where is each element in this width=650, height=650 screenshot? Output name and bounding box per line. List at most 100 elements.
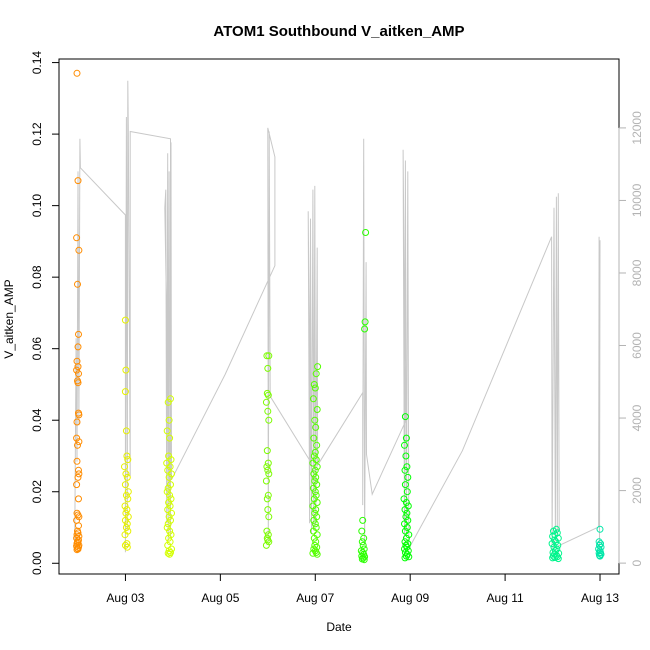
data-point <box>73 534 81 542</box>
x-axis: Aug 03 Aug 05 Aug 07 Aug 09 Aug 11 Aug 13 <box>106 573 619 605</box>
data-point <box>311 384 319 392</box>
data-point <box>122 524 130 531</box>
data-point <box>74 177 82 185</box>
data-point <box>164 549 172 557</box>
data-point <box>265 538 273 546</box>
data-point <box>311 416 319 424</box>
data-point <box>311 520 319 528</box>
data-point <box>401 545 408 553</box>
data-point <box>262 398 270 406</box>
data-point <box>309 459 317 467</box>
data-point <box>264 506 272 514</box>
data-point <box>404 516 412 524</box>
x-axis-label: Date <box>326 620 352 634</box>
data-points <box>73 69 605 564</box>
data-point <box>75 370 82 378</box>
data-point <box>165 513 173 521</box>
data-point <box>263 463 271 471</box>
data-point <box>596 525 604 533</box>
data-point <box>310 516 318 524</box>
data-point <box>358 552 366 560</box>
data-point <box>264 407 272 415</box>
data-point <box>358 527 366 535</box>
data-point <box>167 456 175 464</box>
data-point <box>73 546 81 554</box>
data-point <box>123 520 131 528</box>
data-point <box>165 416 173 424</box>
data-point <box>555 549 563 557</box>
data-point <box>73 234 81 242</box>
data-point <box>312 506 320 514</box>
y-right-tick-label: 8000 <box>630 259 644 286</box>
data-point <box>73 434 81 442</box>
data-point <box>310 545 318 553</box>
data-point <box>361 325 369 333</box>
x-tick-label: Aug 03 <box>106 591 144 605</box>
data-point <box>401 554 409 562</box>
x-tick-label: Aug 05 <box>201 591 239 605</box>
data-point <box>361 318 369 326</box>
data-point <box>164 520 172 528</box>
data-point <box>165 452 173 460</box>
data-point <box>73 418 81 426</box>
data-point <box>74 473 82 481</box>
data-point <box>402 499 410 506</box>
data-point <box>262 541 270 549</box>
data-point <box>400 495 408 503</box>
data-point <box>75 330 82 338</box>
data-point <box>122 427 130 435</box>
data-point <box>262 477 270 485</box>
data-point <box>124 488 132 496</box>
data-point <box>401 481 409 489</box>
data-point <box>167 495 175 503</box>
data-point <box>123 473 131 481</box>
data-point <box>313 550 321 558</box>
data-point <box>313 441 321 449</box>
y-right-tick-label: 4000 <box>630 404 644 431</box>
data-point <box>121 388 129 396</box>
data-point <box>166 527 174 535</box>
data-point <box>311 509 319 517</box>
data-point <box>168 470 175 478</box>
data-point <box>165 499 173 506</box>
data-point <box>360 534 368 542</box>
data-point <box>166 463 174 471</box>
data-point <box>121 516 129 524</box>
data-point <box>360 556 368 564</box>
series-6 <box>400 413 413 562</box>
y-tick-label: 0.02 <box>30 480 44 504</box>
data-point <box>313 499 321 506</box>
data-point <box>75 495 82 503</box>
y-tick-label: 0.04 <box>30 408 44 432</box>
data-point <box>163 524 171 531</box>
data-point <box>75 466 82 474</box>
data-point <box>73 481 81 489</box>
data-point <box>310 434 318 442</box>
y-right-tick-label: 6000 <box>630 332 644 359</box>
data-point <box>551 536 558 544</box>
y-tick-label: 0.06 <box>30 337 44 361</box>
data-point <box>357 547 365 555</box>
data-point <box>166 491 174 499</box>
y-axis-left: 0.00 0.02 0.04 0.06 0.08 0.10 0.12 0.14 <box>30 51 60 575</box>
overlay-trace <box>74 80 601 553</box>
data-point <box>121 541 129 549</box>
data-point <box>310 534 318 542</box>
x-tick-label: Aug 13 <box>581 591 619 605</box>
data-point <box>263 447 271 455</box>
series-2 <box>163 395 175 558</box>
data-point <box>166 434 174 442</box>
data-point <box>550 527 557 535</box>
data-point <box>123 543 131 551</box>
series-8 <box>595 525 605 560</box>
y-right-tick-label: 0 <box>630 559 644 566</box>
data-point <box>309 527 317 535</box>
data-point <box>264 491 272 499</box>
data-point <box>265 416 273 424</box>
data-point <box>263 495 271 503</box>
data-point <box>313 481 321 489</box>
y-tick-label: 0.12 <box>30 122 44 146</box>
series-5 <box>357 229 370 564</box>
data-point <box>168 509 175 517</box>
